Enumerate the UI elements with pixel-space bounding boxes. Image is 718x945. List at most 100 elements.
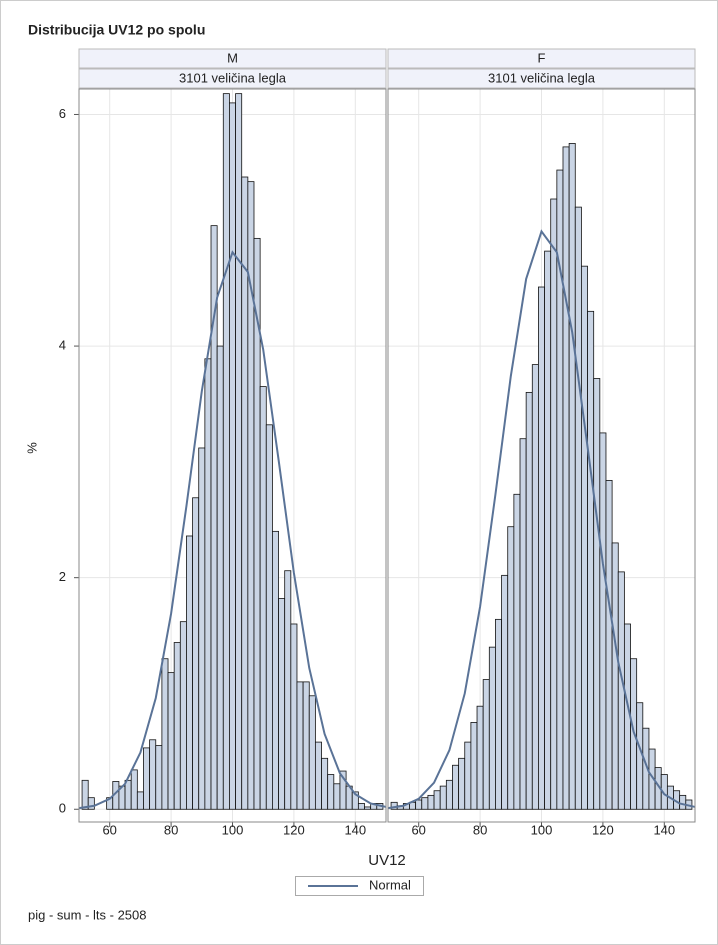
legend (295, 876, 424, 896)
panel-border (387, 88, 696, 823)
bar (587, 310, 595, 810)
bar (192, 497, 200, 810)
bar (290, 623, 298, 810)
x-tick-label: 140 (653, 822, 675, 837)
panel-sublabel: 3101 veličina legla (488, 70, 596, 85)
footnote: pig - sum - lts - 2508 (28, 907, 147, 922)
bar (531, 364, 539, 810)
bar (574, 206, 582, 810)
bar (464, 741, 472, 810)
bar (302, 681, 310, 810)
bar (314, 741, 322, 810)
bar (253, 237, 261, 810)
bar (544, 250, 552, 810)
panel-sublabel: 3101 veličina legla (179, 70, 287, 85)
bar (333, 783, 341, 810)
bar (351, 791, 359, 810)
x-tick-label: 120 (592, 822, 614, 837)
bar (155, 745, 163, 810)
normal-curve (387, 229, 696, 810)
bar (415, 799, 423, 810)
x-tick-label: 100 (222, 822, 244, 837)
bar (161, 658, 169, 810)
bar (488, 646, 496, 810)
bar (278, 598, 286, 810)
bar (568, 143, 576, 810)
bar (507, 526, 515, 810)
bar (216, 345, 224, 810)
x-tick-label: 80 (473, 822, 487, 837)
bar (173, 642, 181, 810)
bar (513, 493, 521, 810)
y-axis-label: % (24, 442, 39, 454)
bar (296, 681, 304, 810)
bar (458, 757, 466, 810)
x-axis-label: UV12 (368, 852, 406, 869)
bar (427, 794, 435, 810)
bar (235, 93, 243, 810)
panel-border (78, 88, 387, 823)
x-tick-label: 100 (531, 822, 553, 837)
bar (421, 797, 429, 810)
bar (265, 424, 273, 810)
bar (562, 146, 570, 810)
panel-label: M (227, 50, 238, 65)
bar (143, 747, 151, 810)
bar (272, 530, 279, 810)
bar (222, 93, 230, 810)
bar (130, 769, 138, 810)
bar (81, 779, 89, 810)
x-tick-label: 80 (164, 822, 178, 837)
legend-label: Normal (369, 877, 411, 892)
bar (538, 286, 545, 810)
bar (259, 386, 267, 810)
normal-curve (78, 250, 387, 810)
bar (470, 722, 478, 810)
bar (581, 265, 588, 810)
panel-header (78, 48, 387, 69)
bar (179, 621, 187, 810)
x-tick-label: 60 (102, 822, 116, 837)
bar (550, 198, 558, 810)
bar (149, 739, 157, 810)
bar (476, 705, 484, 810)
bar (605, 479, 613, 810)
bar (284, 570, 292, 810)
bar (452, 764, 460, 810)
bar (321, 757, 329, 810)
bar (204, 358, 212, 810)
bar (357, 803, 365, 810)
bar (611, 542, 619, 810)
panel-header (387, 48, 696, 69)
bar (433, 790, 441, 810)
bar (364, 806, 372, 810)
x-tick-label: 140 (344, 822, 366, 837)
bar (519, 438, 527, 810)
bar (229, 102, 236, 810)
bar (482, 679, 490, 810)
bar (495, 618, 502, 810)
x-tick-label: 60 (411, 822, 425, 837)
bar (124, 779, 132, 810)
bar (445, 779, 453, 810)
bar (308, 695, 316, 810)
bar (186, 535, 193, 810)
chart-title: Distribucija UV12 po spolu (28, 22, 205, 38)
bar (501, 574, 509, 810)
bar (87, 797, 95, 810)
y-tick-label: 6 (59, 106, 66, 121)
bar (617, 571, 625, 810)
bar (679, 794, 687, 810)
bar (599, 432, 607, 810)
panel-header (387, 68, 696, 89)
x-tick-label: 120 (283, 822, 305, 837)
bar (167, 672, 175, 810)
panel-header (78, 68, 387, 89)
y-tick-label: 0 (59, 801, 66, 816)
bar (525, 391, 533, 810)
bar (136, 791, 144, 810)
y-tick-label: 4 (59, 338, 66, 353)
bar (327, 774, 335, 810)
y-tick-label: 2 (59, 569, 66, 584)
